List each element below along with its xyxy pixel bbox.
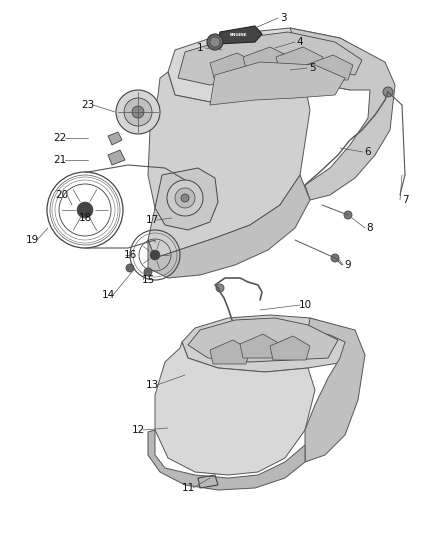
- Polygon shape: [270, 336, 310, 360]
- Circle shape: [207, 34, 223, 50]
- Circle shape: [126, 264, 134, 272]
- Text: ENGINE: ENGINE: [229, 33, 247, 37]
- Polygon shape: [148, 430, 305, 490]
- Polygon shape: [148, 175, 310, 278]
- Text: 7: 7: [402, 195, 408, 205]
- Polygon shape: [155, 168, 218, 230]
- Text: 18: 18: [78, 213, 92, 223]
- Text: 15: 15: [141, 275, 155, 285]
- Circle shape: [331, 254, 339, 262]
- Polygon shape: [210, 340, 250, 364]
- Circle shape: [124, 98, 152, 126]
- Text: 5: 5: [309, 63, 315, 73]
- Circle shape: [383, 87, 393, 97]
- Text: 9: 9: [345, 260, 351, 270]
- Circle shape: [132, 106, 144, 118]
- Polygon shape: [218, 26, 262, 44]
- Circle shape: [150, 250, 160, 260]
- Circle shape: [77, 202, 93, 218]
- Text: 10: 10: [298, 300, 311, 310]
- Circle shape: [216, 284, 224, 292]
- Text: 20: 20: [56, 190, 69, 200]
- Text: 14: 14: [101, 290, 115, 300]
- Text: 11: 11: [181, 483, 194, 493]
- Text: 4: 4: [297, 37, 303, 47]
- Polygon shape: [155, 342, 315, 475]
- Text: 6: 6: [365, 147, 371, 157]
- Polygon shape: [168, 28, 375, 102]
- Polygon shape: [243, 47, 290, 72]
- Text: 3: 3: [280, 13, 286, 23]
- Polygon shape: [276, 47, 323, 72]
- Circle shape: [210, 37, 220, 47]
- Text: 22: 22: [53, 133, 67, 143]
- Polygon shape: [210, 53, 257, 78]
- Text: 12: 12: [131, 425, 145, 435]
- Text: 13: 13: [145, 380, 159, 390]
- Text: 21: 21: [53, 155, 67, 165]
- Polygon shape: [210, 62, 345, 105]
- Circle shape: [144, 268, 152, 276]
- Circle shape: [344, 211, 352, 219]
- Polygon shape: [306, 55, 353, 80]
- Polygon shape: [188, 318, 338, 362]
- Polygon shape: [108, 150, 125, 165]
- Text: 19: 19: [25, 235, 39, 245]
- Polygon shape: [290, 28, 395, 200]
- Text: 17: 17: [145, 215, 159, 225]
- Polygon shape: [108, 132, 122, 145]
- Text: 1: 1: [197, 43, 203, 53]
- Polygon shape: [182, 315, 355, 372]
- Text: 16: 16: [124, 250, 137, 260]
- Circle shape: [167, 180, 203, 216]
- Text: 23: 23: [81, 100, 95, 110]
- Polygon shape: [148, 72, 310, 258]
- Polygon shape: [178, 32, 362, 85]
- Polygon shape: [305, 318, 365, 462]
- Text: 8: 8: [367, 223, 373, 233]
- Polygon shape: [240, 334, 280, 358]
- Circle shape: [116, 90, 160, 134]
- Circle shape: [175, 188, 195, 208]
- Circle shape: [181, 194, 189, 202]
